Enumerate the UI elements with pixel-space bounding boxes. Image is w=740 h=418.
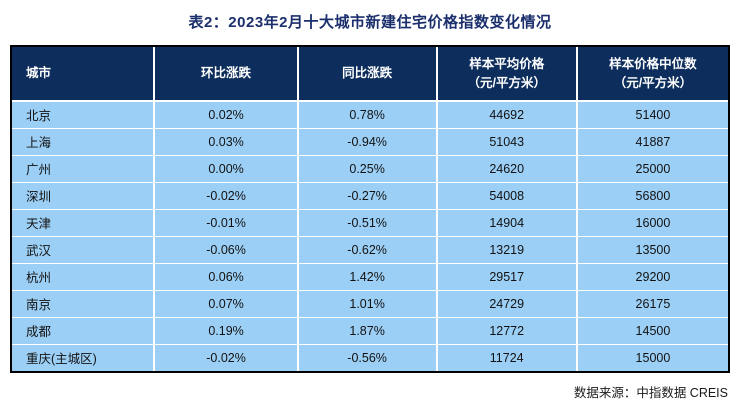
- cell-city: 武汉: [12, 236, 156, 264]
- column-header-city: 城市: [12, 47, 156, 102]
- table-header-row: 城市 环比涨跌 同比涨跌 样本平均价格 （元/平方米） 样本价格中位数 （元/平: [12, 47, 728, 102]
- cell-mom: 0.06%: [154, 263, 299, 291]
- cell-mom: -0.06%: [154, 236, 299, 264]
- table-body: 北京 0.02% 0.78% 44692 51400 上海 0.03% -0.94% 51043…: [12, 101, 728, 371]
- table-row: 北京 0.02% 0.78% 44692 51400: [12, 101, 728, 129]
- column-header-label: 环比涨跌: [201, 66, 252, 81]
- cell-city: 上海: [12, 128, 156, 156]
- table-row: 广州 0.00% 0.25% 24620 25000: [12, 155, 728, 183]
- cell-city: 成都: [12, 317, 156, 345]
- cell-avg_price: 12772: [436, 317, 578, 345]
- cell-avg_price: 51043: [436, 128, 578, 156]
- table-row: 重庆(主城区) -0.02% -0.56% 11724 15000: [12, 344, 728, 371]
- cell-yoy: 1.42%: [297, 263, 438, 291]
- cell-city: 深圳: [12, 182, 156, 210]
- table-row: 杭州 0.06% 1.42% 29517 29200: [12, 263, 728, 291]
- cell-mom: 0.19%: [154, 317, 299, 345]
- cell-avg_price: 14904: [436, 209, 578, 237]
- table-row: 深圳 -0.02% -0.27% 54008 56800: [12, 182, 728, 210]
- data-source-note: 数据来源：中指数据 CREIS: [573, 386, 728, 400]
- table-title: 表2：2023年2月十大城市新建住宅价格指数变化情况: [188, 14, 552, 31]
- cell-avg_price: 44692: [436, 101, 578, 129]
- cell-city: 杭州: [12, 263, 156, 291]
- column-header-unit: （元/平方米）: [613, 75, 693, 90]
- cell-yoy: -0.27%: [297, 182, 438, 210]
- cell-city: 广州: [12, 155, 156, 183]
- cell-median_price: 51400: [576, 101, 728, 129]
- price-index-table: 城市 环比涨跌 同比涨跌 样本平均价格 （元/平方米） 样本价格中位数 （元/平: [10, 45, 730, 373]
- cell-median_price: 16000: [576, 209, 728, 237]
- table-row: 天津 -0.01% -0.51% 14904 16000: [12, 209, 728, 237]
- cell-city: 北京: [12, 101, 156, 129]
- column-header-label: 城市: [26, 66, 52, 81]
- cell-avg_price: 24729: [436, 290, 578, 318]
- cell-yoy: 0.25%: [297, 155, 438, 183]
- cell-mom: 0.03%: [154, 128, 299, 156]
- cell-mom: -0.02%: [154, 344, 299, 371]
- cell-yoy: -0.62%: [297, 236, 438, 264]
- column-header-label: 样本平均价格: [469, 57, 545, 72]
- table-row: 上海 0.03% -0.94% 51043 41887: [12, 128, 728, 156]
- cell-mom: -0.02%: [154, 182, 299, 210]
- cell-yoy: -0.51%: [297, 209, 438, 237]
- column-header-yoy-change: 同比涨跌: [297, 47, 438, 102]
- price-index-table-grid: 城市 环比涨跌 同比涨跌 样本平均价格 （元/平方米） 样本价格中位数 （元/平: [12, 47, 728, 371]
- cell-mom: 0.02%: [154, 101, 299, 129]
- cell-city: 重庆(主城区): [12, 344, 156, 371]
- column-header-mom-change: 环比涨跌: [154, 47, 299, 102]
- cell-yoy: 0.78%: [297, 101, 438, 129]
- column-header-avg-price: 样本平均价格 （元/平方米）: [436, 47, 578, 102]
- table-row: 武汉 -0.06% -0.62% 13219 13500: [12, 236, 728, 264]
- cell-median_price: 26175: [576, 290, 728, 318]
- column-header-label: 同比涨跌: [342, 66, 393, 81]
- cell-mom: 0.07%: [154, 290, 299, 318]
- cell-yoy: 1.87%: [297, 317, 438, 345]
- cell-median_price: 25000: [576, 155, 728, 183]
- cell-median_price: 13500: [576, 236, 728, 264]
- cell-median_price: 56800: [576, 182, 728, 210]
- cell-median_price: 29200: [576, 263, 728, 291]
- cell-avg_price: 54008: [436, 182, 578, 210]
- cell-city: 天津: [12, 209, 156, 237]
- column-header-unit: （元/平方米）: [467, 75, 546, 90]
- cell-mom: 0.00%: [154, 155, 299, 183]
- cell-mom: -0.01%: [154, 209, 299, 237]
- table-row: 成都 0.19% 1.87% 12772 14500: [12, 317, 728, 345]
- cell-median_price: 15000: [576, 344, 728, 371]
- column-header-label: 样本价格中位数: [609, 57, 697, 72]
- cell-yoy: 1.01%: [297, 290, 438, 318]
- cell-avg_price: 11724: [436, 344, 578, 371]
- cell-avg_price: 13219: [436, 236, 578, 264]
- cell-median_price: 14500: [576, 317, 728, 345]
- cell-city: 南京: [12, 290, 156, 318]
- cell-median_price: 41887: [576, 128, 728, 156]
- cell-avg_price: 29517: [436, 263, 578, 291]
- table-row: 南京 0.07% 1.01% 24729 26175: [12, 290, 728, 318]
- column-header-median-price: 样本价格中位数 （元/平方米）: [576, 47, 728, 102]
- cell-yoy: -0.94%: [297, 128, 438, 156]
- cell-yoy: -0.56%: [297, 344, 438, 371]
- cell-avg_price: 24620: [436, 155, 578, 183]
